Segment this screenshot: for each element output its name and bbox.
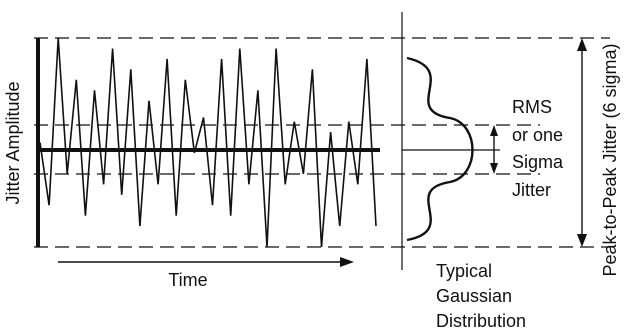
sigma-arrow-up-head (490, 125, 498, 136)
y-axis-label: Jitter Amplitude (3, 81, 23, 204)
gaussian-label-line-1: Typical (436, 261, 492, 281)
time-arrow-head (340, 257, 354, 267)
gaussian-label-line-3: Distribution (436, 311, 526, 331)
sigma-arrow-down-head (490, 163, 498, 174)
gaussian-curve (406, 56, 474, 242)
rms-label-line-2: or one (512, 125, 563, 145)
x-axis-label: Time (168, 270, 207, 290)
peak-arrow-down-head (577, 234, 587, 247)
gaussian-label-line-2: Gaussian (436, 286, 512, 306)
peak-arrow-up-head (577, 38, 587, 51)
rms-label-line-3: Sigma (512, 152, 564, 172)
rms-label-line-1: RMS (512, 97, 552, 117)
jitter-waveform (39, 37, 377, 248)
rms-label-line-4: Jitter (512, 180, 551, 200)
peak-to-peak-label: Peak-to-Peak Jitter (6 sigma) (600, 43, 620, 276)
